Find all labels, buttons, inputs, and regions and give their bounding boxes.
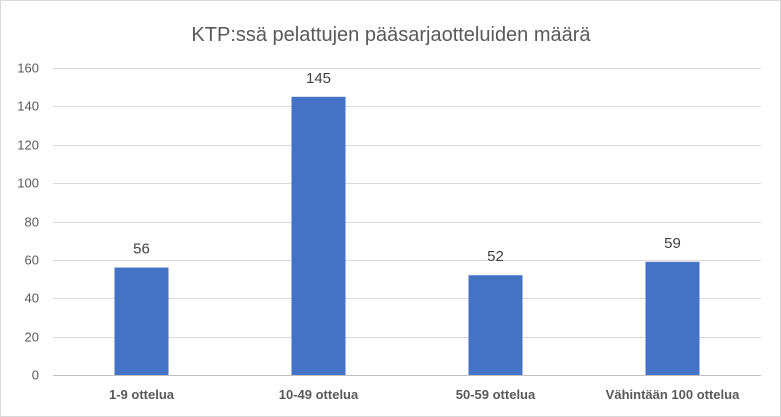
y-tick-label: 20 (25, 330, 39, 345)
y-tick-label: 160 (17, 61, 39, 76)
y-tick-label: 40 (25, 291, 39, 306)
y-tick-label: 100 (17, 176, 39, 191)
bar (468, 275, 523, 375)
x-tick-label: Vähintään 100 ottelua (606, 387, 740, 402)
bar (645, 261, 700, 375)
x-tick-label: 50-59 ottelua (456, 387, 536, 402)
y-tick-label: 60 (25, 253, 39, 268)
bars (114, 96, 700, 375)
bar (291, 96, 346, 375)
y-tick-label: 0 (32, 368, 39, 383)
chart-title: KTP:ssä pelattujen pääsarjaotteluiden mä… (191, 24, 591, 46)
x-tick-label: 1-9 ottelua (109, 387, 175, 402)
data-label: 145 (306, 70, 331, 87)
data-labels: 56 145 52 59 (133, 70, 681, 265)
data-label: 59 (664, 235, 681, 252)
y-tick-label: 120 (17, 138, 39, 153)
y-axis-ticks: 0 20 40 60 80 100 120 140 160 (17, 61, 39, 383)
x-axis-categories: 1-9 ottelua 10-49 ottelua 50-59 ottelua Väh… (109, 387, 740, 402)
gridlines (53, 68, 761, 376)
x-tick-label: 10-49 ottelua (279, 387, 359, 402)
data-label: 56 (133, 241, 150, 258)
bar (114, 267, 169, 375)
data-label: 52 (487, 248, 504, 265)
y-tick-label: 80 (25, 215, 39, 230)
y-tick-label: 140 (17, 99, 39, 114)
